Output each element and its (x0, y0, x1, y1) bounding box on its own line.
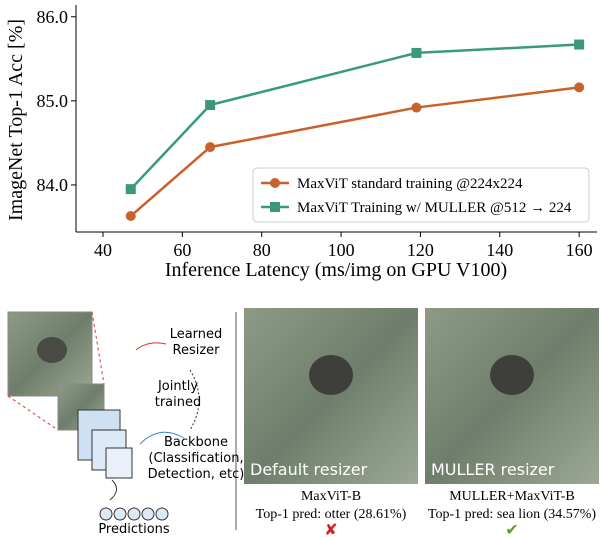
diagram-label: Detection, etc) (148, 467, 245, 482)
panel-model: MaxViT-B (301, 489, 361, 504)
panel-caption: MULLER resizer (431, 460, 555, 479)
diagram-label: Learned (170, 327, 223, 342)
data-point (205, 142, 215, 152)
arrow (110, 480, 117, 500)
panel-caption: Default resizer (250, 460, 368, 479)
y-tick-label: 84.0 (37, 175, 69, 195)
legend-label: MaxViT standard training @224x224 (297, 176, 523, 192)
data-point (126, 184, 136, 194)
panel-image (244, 308, 418, 484)
x-tick-label: 160 (566, 240, 593, 260)
arrow (136, 343, 166, 350)
diagram-label: trained (155, 395, 202, 410)
x-tick-label: 120 (407, 240, 434, 260)
data-point (574, 40, 584, 50)
x-tick-label: 80 (253, 240, 271, 260)
x-axis-label: Inference Latency (ms/img on GPU V100) (165, 259, 507, 281)
data-point (411, 48, 421, 58)
data-point (574, 82, 584, 92)
data-point (126, 211, 136, 221)
x-tick-label: 40 (94, 240, 112, 260)
seal-head (37, 337, 67, 363)
data-point (205, 100, 215, 110)
y-axis-label: ImageNet Top-1 Acc [%] (5, 19, 27, 221)
x-tick-label: 100 (328, 240, 355, 260)
legend-label: MaxViT Training w/ MULLER @512 → 224 (297, 200, 572, 216)
seal-head (490, 355, 534, 395)
zoom-line (92, 312, 104, 384)
node (142, 508, 154, 520)
node (100, 508, 112, 520)
data-point (411, 103, 421, 113)
backbone-block (106, 448, 132, 478)
diagram-label: Predictions (98, 522, 170, 537)
panel-verdict: ✘ (324, 520, 337, 537)
seal-head (309, 355, 353, 395)
node (156, 508, 168, 520)
diagram-label: (Classification, (148, 451, 243, 466)
x-tick-label: 60 (173, 240, 191, 260)
diagram-label: Resizer (173, 343, 221, 358)
diagram-label: Jointly (157, 379, 198, 394)
node (128, 508, 140, 520)
legend-marker (270, 178, 280, 188)
legend-marker (270, 202, 280, 212)
panel-model: MULLER+MaxViT-B (449, 489, 575, 504)
panel-image (425, 308, 599, 484)
x-tick-label: 140 (486, 240, 513, 260)
zoom-line (8, 396, 58, 430)
prediction-nodes (100, 508, 168, 520)
node (114, 508, 126, 520)
panel-verdict: ✔ (505, 520, 518, 537)
diagram-label: Backbone (164, 435, 228, 450)
y-tick-label: 86.0 (37, 7, 69, 27)
y-tick-label: 85.0 (37, 91, 69, 111)
series-line (131, 45, 579, 190)
figure: ImageNet Top-1 Acc [%] Inference Latency… (0, 0, 602, 537)
